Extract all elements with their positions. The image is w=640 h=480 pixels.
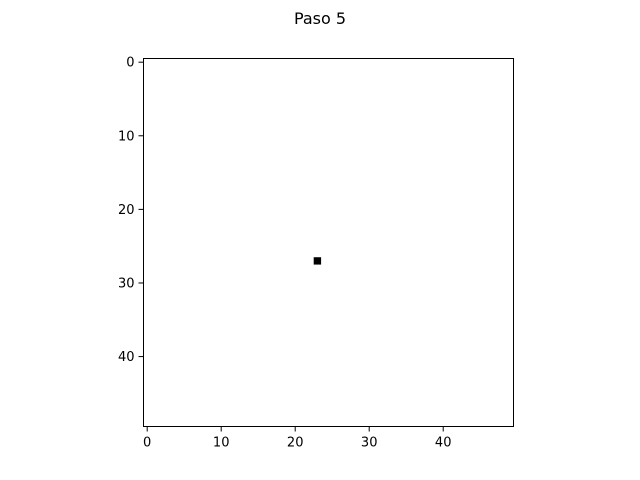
y-tick-label-0: 0	[126, 56, 134, 71]
y-tick-label-3: 30	[118, 276, 135, 291]
active-cell-0	[313, 257, 322, 265]
y-tick-label-2: 20	[118, 203, 135, 218]
x-tick-label-0: 0	[143, 436, 151, 451]
x-tick-label-1: 10	[213, 436, 230, 451]
plot-background	[143, 58, 514, 427]
x-tick-label-2: 20	[287, 436, 304, 451]
plot-area	[143, 58, 514, 427]
x-tick-label-3: 30	[361, 436, 378, 451]
cells-layer	[313, 257, 322, 265]
y-tick-label-1: 10	[118, 129, 135, 144]
plot-frame	[143, 58, 514, 427]
y-axis: 0 10 20 30 40	[118, 56, 144, 365]
y-tick-label-4: 40	[118, 350, 135, 365]
x-tick-label-4: 40	[435, 436, 452, 451]
x-axis: 0 10 20 30 40	[143, 426, 452, 451]
chart-title: Paso 5	[294, 9, 346, 28]
